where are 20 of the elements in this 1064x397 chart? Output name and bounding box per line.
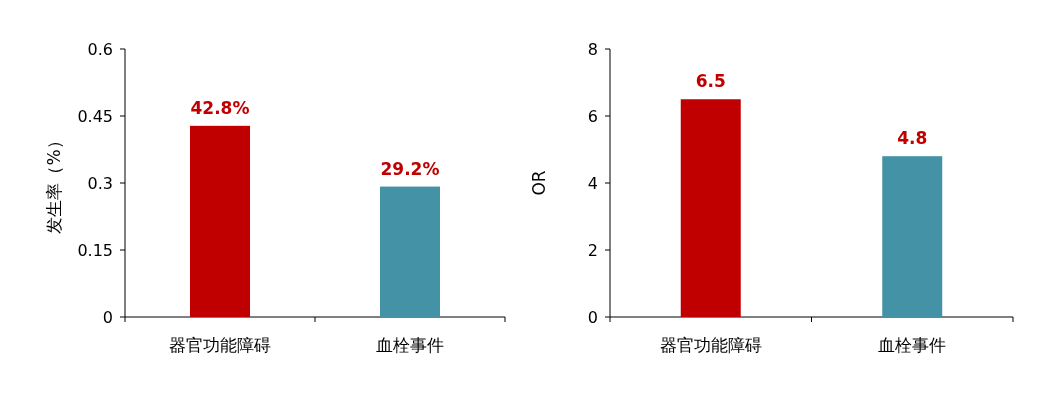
data-label: 29.2% (380, 158, 440, 179)
y-axis-title: 发生率（%） (44, 132, 64, 234)
data-label: 4.8 (897, 128, 928, 149)
data-label: 42.8% (190, 97, 250, 118)
y-tick-label: 0.6 (87, 40, 113, 59)
y-tick-label: 0 (587, 308, 598, 327)
data-label: 6.5 (695, 71, 726, 92)
x-tick-label: 器官功能障碍 (169, 335, 271, 355)
y-tick-label: 0.3 (87, 174, 113, 193)
y-axis-title: OR (529, 170, 549, 196)
y-tick-label: 0.45 (77, 107, 113, 126)
x-tick-label: 血栓事件 (376, 335, 444, 355)
y-tick-label: 0.15 (77, 241, 113, 260)
y-tick-label: 0 (102, 308, 113, 327)
x-tick-label: 血栓事件 (878, 335, 947, 355)
y-tick-label: 4 (587, 174, 598, 193)
x-tick-label: 器官功能障碍 (659, 335, 762, 355)
y-tick-label: 6 (587, 107, 598, 126)
y-tick-label: 8 (587, 40, 598, 59)
y-tick-label: 2 (587, 241, 598, 260)
